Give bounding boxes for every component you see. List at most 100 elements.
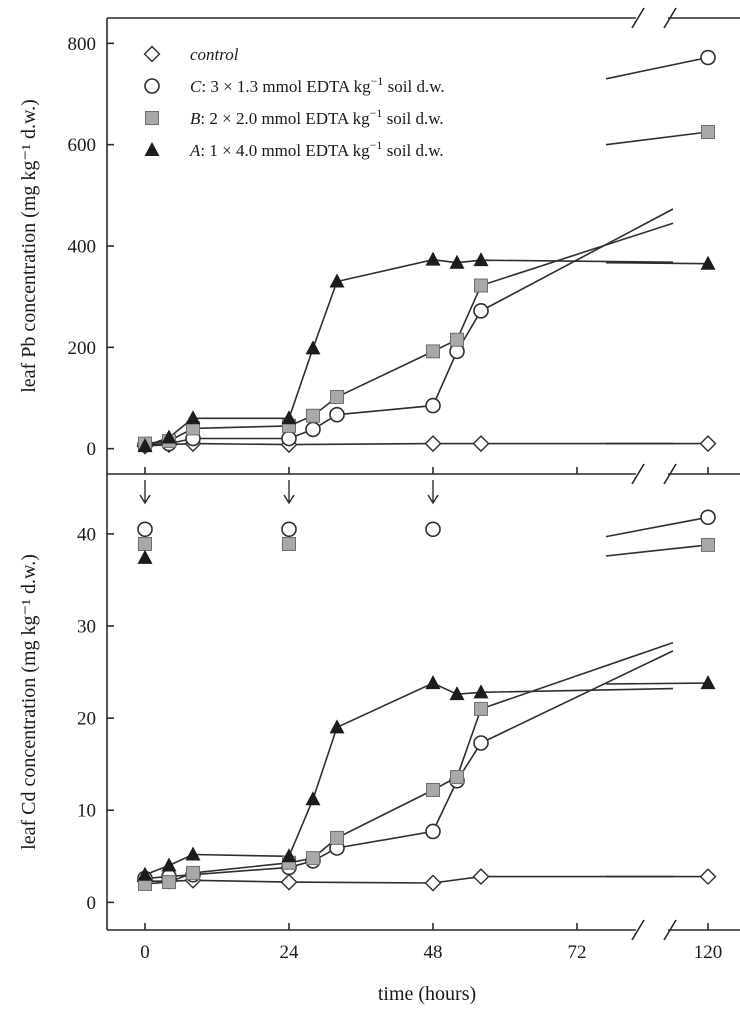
data-point (425, 823, 441, 840)
data-point (700, 675, 716, 690)
x-axis-title: time (hours) (378, 983, 476, 1005)
series-line (145, 875, 673, 884)
data-point (425, 397, 441, 414)
legend-marker (145, 111, 159, 125)
data-point (474, 278, 488, 293)
series-markers-A (137, 251, 716, 453)
legend: control C: 3 × 1.3 mmol EDTA kg−1 soil d.… (143, 45, 445, 160)
data-point (137, 438, 153, 453)
series-line (605, 516, 709, 538)
legend-label: B: 2 × 2.0 mmol EDTA kg−1 soil d.w. (190, 106, 444, 128)
data-point (699, 435, 717, 453)
data-point (281, 521, 297, 538)
series-line (144, 258, 674, 447)
data-point (305, 421, 321, 438)
legend-label: C: 3 × 1.3 mmol EDTA kg−1 soil d.w. (190, 74, 445, 96)
y-tick-label: 10 (77, 801, 96, 822)
data-point (329, 719, 345, 734)
data-point (700, 49, 716, 66)
data-point (185, 410, 201, 425)
data-point (473, 735, 489, 751)
series-A (144, 682, 709, 876)
legend-label: A: 1 × 4.0 mmol EDTA kg−1 soil d.w. (189, 138, 444, 160)
data-point (329, 273, 345, 288)
data-point (473, 252, 489, 267)
data-point (449, 686, 465, 701)
legend-label: control (190, 45, 239, 64)
data-point (137, 549, 153, 564)
application-arrow (427, 480, 439, 505)
data-point (281, 410, 297, 425)
series-line (144, 222, 674, 445)
data-point (306, 851, 320, 866)
data-point (281, 848, 297, 863)
x-tick-label: 24 (280, 942, 300, 963)
data-point (473, 684, 489, 699)
y-tick-label: 0 (87, 893, 97, 914)
legend-marker (143, 45, 161, 63)
legend-entry: C: 3 × 1.3 mmol EDTA kg−1 soil d.w. (144, 74, 445, 96)
axis-break-mark (663, 463, 677, 485)
data-point (330, 830, 344, 845)
series-line (605, 261, 709, 265)
data-point (185, 846, 201, 861)
y-tick-label: 30 (77, 617, 96, 638)
data-point (699, 868, 717, 886)
series-line (605, 56, 709, 80)
axis-break-mark (631, 919, 645, 941)
y-tick-label: 20 (77, 709, 96, 730)
data-point (329, 406, 345, 423)
series-line (144, 682, 674, 876)
data-point (162, 875, 176, 890)
legend-entry: B: 2 × 2.0 mmol EDTA kg−1 soil d.w. (145, 106, 444, 128)
series-line (144, 442, 673, 447)
data-point (424, 874, 442, 892)
data-point (701, 125, 715, 139)
data-point (280, 873, 298, 891)
y-tick-label: 0 (87, 439, 97, 460)
series-line (144, 208, 674, 446)
data-point (700, 255, 716, 270)
axis-break-mark (631, 7, 645, 29)
x-tick-label: 0 (140, 942, 150, 963)
series-C (144, 56, 709, 446)
data-point (450, 332, 464, 347)
data-point (426, 344, 440, 359)
y-tick-label: 800 (68, 34, 97, 55)
data-point (138, 537, 152, 552)
data-point (282, 537, 296, 552)
data-point (472, 868, 490, 886)
data-point (305, 340, 321, 355)
x-tick-label: 48 (424, 942, 443, 963)
data-point (281, 430, 297, 447)
data-point (701, 537, 715, 552)
series-A (144, 258, 709, 447)
data-point (186, 865, 200, 880)
legend-entry: control (143, 45, 239, 64)
axis-break-mark (663, 7, 677, 29)
data-point (472, 435, 490, 453)
y-tick-label: 40 (77, 524, 96, 545)
y-axis-title: leaf Pb concentration (mg kg⁻¹ d.w.) (18, 99, 40, 393)
data-point (425, 521, 441, 538)
series-line (605, 131, 709, 146)
series-B (144, 544, 709, 885)
data-point (450, 770, 464, 785)
series-line (144, 650, 674, 880)
legend-marker (144, 78, 160, 94)
axis-break-mark (663, 919, 677, 941)
data-point (449, 254, 465, 269)
data-point (424, 435, 442, 453)
data-point (161, 429, 177, 444)
data-point (700, 509, 716, 526)
data-point (137, 521, 153, 538)
x-tick-label: 72 (568, 942, 587, 963)
data-point (425, 251, 441, 266)
series-line (605, 682, 709, 685)
y-tick-label: 200 (68, 338, 97, 359)
data-point (473, 303, 489, 319)
data-point (426, 782, 440, 797)
series-B (144, 131, 709, 445)
y-tick-label: 400 (68, 237, 97, 258)
